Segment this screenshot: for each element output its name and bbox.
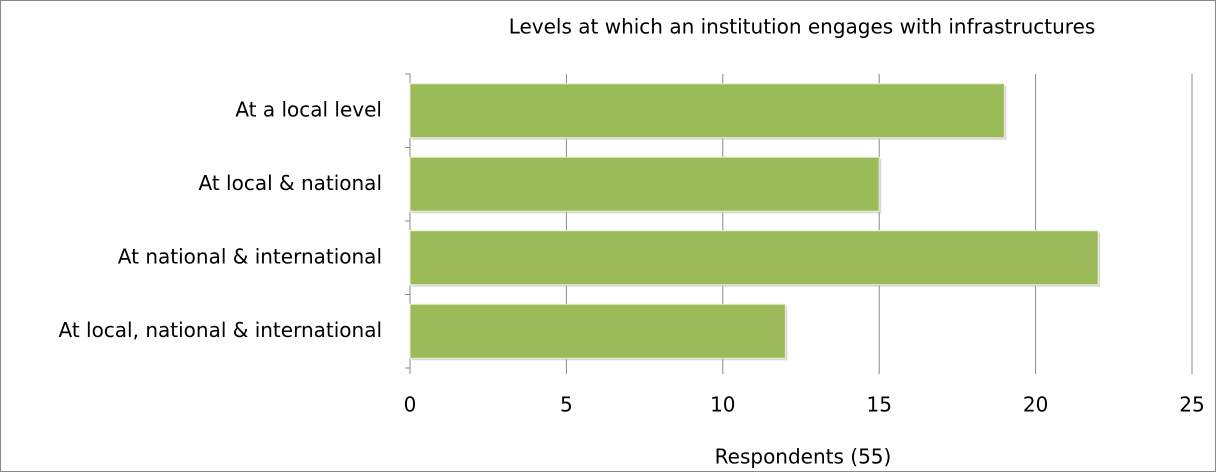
- x-axis-label: Respondents (55): [715, 445, 892, 469]
- y-tick-label: At national & international: [118, 244, 382, 268]
- y-tick-label: At a local level: [235, 97, 382, 121]
- bar: [409, 156, 880, 212]
- chart-title: Levels at which an institution engages w…: [509, 15, 1096, 39]
- x-tick-label: 20: [1023, 393, 1048, 417]
- x-tick-label: 10: [710, 393, 735, 417]
- x-tick-label: 5: [560, 393, 573, 417]
- bar: [409, 83, 1005, 139]
- y-tick-label: At local, national & international: [58, 318, 382, 342]
- bar: [409, 230, 1099, 286]
- y-tick-label: At local & national: [199, 171, 383, 195]
- bar: [409, 303, 786, 359]
- x-tick-label: 0: [404, 393, 417, 417]
- x-tick-label: 15: [866, 393, 891, 417]
- x-tick-label: 25: [1179, 393, 1204, 417]
